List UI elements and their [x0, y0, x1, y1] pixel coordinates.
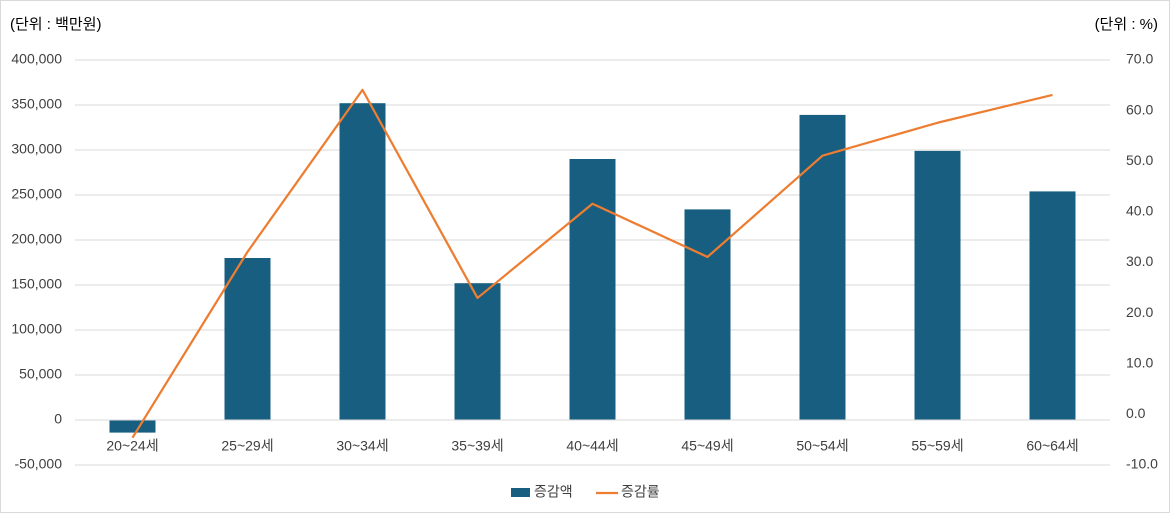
y2-tick-label: 70.0 [1126, 51, 1153, 67]
line-series [131, 88, 1053, 439]
y2-tick-label: -10.0 [1126, 456, 1158, 472]
y-tick-label: 0 [54, 411, 62, 427]
bar [109, 420, 156, 433]
y2-tick-label: 60.0 [1126, 101, 1153, 117]
x-tick-label: 35~39세 [451, 438, 503, 454]
y2-tick-label: 10.0 [1126, 354, 1153, 370]
y2-unit-label: (단위 : %) [1095, 16, 1158, 33]
x-tick-label: 55~59세 [911, 438, 963, 454]
bar [454, 283, 501, 420]
bar [799, 114, 846, 421]
y-unit-label: (단위 : 백만원) [10, 16, 102, 33]
x-tick-label: 30~34세 [336, 438, 388, 454]
bar [914, 150, 961, 420]
x-tick-label: 20~24세 [106, 438, 158, 454]
y-tick-label: 100,000 [11, 321, 62, 337]
y-tick-label: 350,000 [11, 96, 62, 112]
x-tick-label: 45~49세 [681, 438, 733, 454]
y2-tick-label: 20.0 [1126, 304, 1153, 320]
bar [1029, 191, 1076, 420]
y-tick-label: 50,000 [19, 366, 62, 382]
bar [684, 209, 731, 420]
x-tick-label: 40~44세 [566, 438, 618, 454]
y-tick-label: 300,000 [11, 141, 62, 157]
bar [569, 159, 616, 420]
y2-tick-label: 40.0 [1126, 203, 1153, 219]
y-tick-label: 400,000 [11, 51, 62, 67]
legend-label: 증감률 [621, 484, 660, 500]
legend-swatch [511, 488, 530, 497]
y2-tick-label: 50.0 [1126, 152, 1153, 168]
legend-label: 증감액 [534, 484, 573, 500]
y-tick-label: -50,000 [15, 456, 63, 472]
x-tick-label: 50~54세 [796, 438, 848, 454]
y-tick-label: 250,000 [11, 186, 62, 202]
y-tick-label: 200,000 [11, 231, 62, 247]
x-tick-label: 25~29세 [221, 438, 273, 454]
x-tick-label: 60~64세 [1026, 438, 1078, 454]
bar [339, 103, 386, 420]
y-tick-label: 150,000 [11, 276, 62, 292]
y2-tick-label: 0.0 [1126, 405, 1146, 421]
bar [224, 258, 271, 420]
y2-tick-label: 30.0 [1126, 253, 1153, 269]
